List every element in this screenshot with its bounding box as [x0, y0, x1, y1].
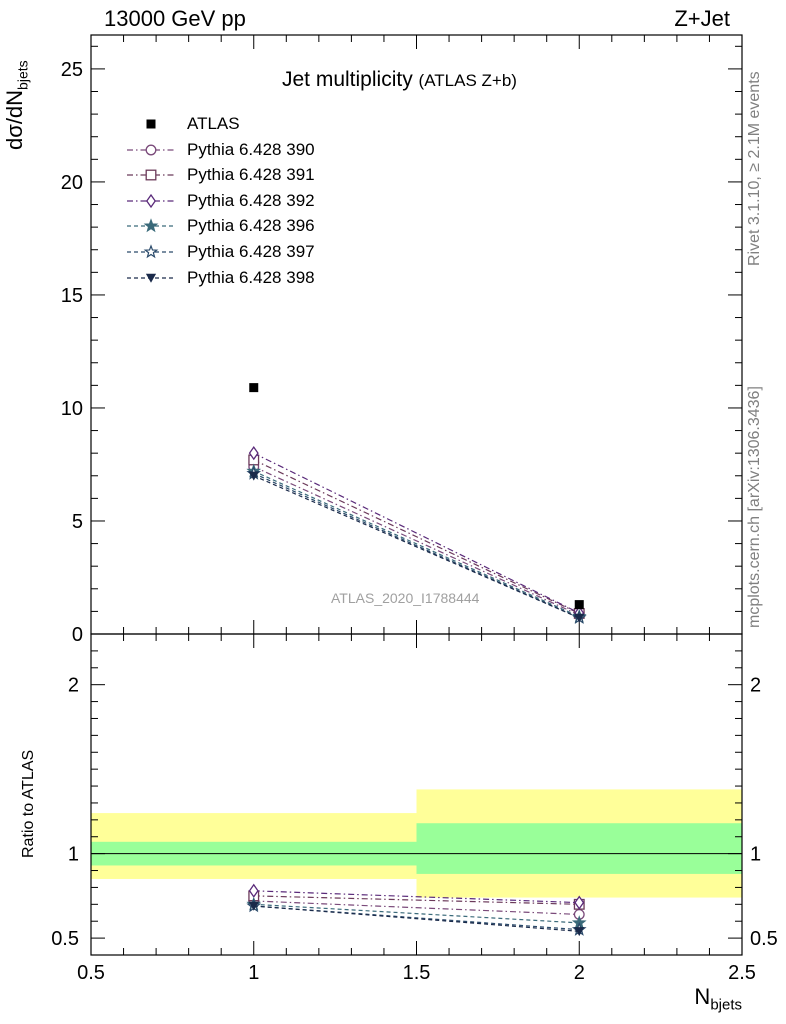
xlabel-sub: bjets [710, 996, 742, 1014]
legend-marker-shape [145, 273, 157, 283]
legend-symbol [127, 144, 174, 156]
ratio-ytick-label-right: 2 [750, 675, 761, 697]
plot-title: Jet multiplicity (ATLAS Z+b) [282, 68, 517, 92]
xtick-label: 0.5 [77, 962, 105, 984]
ratio-ytick-label: 1 [68, 844, 79, 866]
legend-label: Pythia 6.428 396 [187, 216, 315, 236]
legend-marker-shape [146, 119, 156, 129]
ratio-series-point [248, 901, 259, 911]
ratio-series-point-shape [574, 895, 585, 910]
legend-marker-shape [145, 144, 157, 156]
plot-title-sub: (ATLAS Z+b) [418, 71, 517, 90]
legend-label: Pythia 6.428 392 [187, 190, 315, 210]
legend-entry: Pythia 6.428 396 [124, 214, 364, 238]
process-label: Z+Jet [674, 6, 730, 31]
legend-marker-shape [145, 169, 157, 181]
legend-entry: Pythia 6.428 397 [124, 240, 364, 264]
legend-symbol [127, 244, 174, 259]
main-series-point [248, 471, 259, 481]
legend-symbol [127, 273, 174, 283]
ratio-series-point-shape [574, 927, 585, 937]
legend-marker-shape [143, 244, 159, 259]
main-series-line [253, 452, 580, 614]
main-series-point-shape [248, 446, 259, 461]
main-series-line [253, 459, 580, 614]
xlabel-text: N [694, 984, 711, 1009]
legend-symbol [127, 218, 174, 233]
legend-symbol [146, 119, 156, 129]
legend-entry: Pythia 6.428 392 [124, 189, 364, 213]
xtick-label: 1.5 [403, 962, 431, 984]
legend-entry: Pythia 6.428 398 [124, 266, 364, 290]
ratio-ytick-label: 2 [68, 675, 79, 697]
legend-marker-shape [143, 218, 159, 233]
main-ytick-label: 15 [61, 285, 83, 307]
ratio-series-line [253, 895, 580, 905]
main-ytick-label: 0 [72, 624, 83, 646]
legend-marker [145, 144, 157, 156]
legend-label: Pythia 6.428 391 [187, 165, 315, 185]
legend-label: Pythia 6.428 398 [187, 267, 315, 287]
legend-label: ATLAS [187, 114, 240, 133]
main-ytick-label: 25 [61, 59, 83, 81]
legend-symbol [127, 169, 174, 181]
atlas-data-point-shape [249, 383, 259, 393]
main-series-point [248, 446, 259, 461]
xlabel: Nbjets [694, 984, 742, 1014]
legend-marker [145, 273, 157, 283]
legend-entry: ATLAS [124, 112, 364, 136]
ratio-series-line [253, 890, 580, 904]
plot-title-main: Jet multiplicity [282, 68, 413, 91]
legend-marker [143, 218, 159, 233]
main-ytick-label: 20 [61, 172, 83, 194]
ratio-series-point [574, 927, 585, 937]
legend-label: Pythia 6.428 390 [187, 139, 315, 159]
legend-marker [145, 169, 157, 181]
energy-label: 13000 GeV pp [104, 6, 246, 31]
main-ytick-label: 5 [72, 511, 83, 533]
xtick-label: 2.5 [728, 962, 756, 984]
atlas-data-point [249, 383, 259, 393]
legend-marker [143, 244, 159, 259]
atlas-data-point [574, 600, 584, 610]
main-ytick-label: 10 [61, 398, 83, 420]
legend-marker [146, 119, 156, 129]
analysis-watermark: ATLAS_2020_I1788444 [331, 590, 480, 606]
atlas-data-point-shape [574, 600, 584, 610]
main-series-point-shape [574, 613, 585, 623]
ratio-series-line [253, 905, 580, 932]
legend-entry: Pythia 6.428 390 [124, 138, 364, 162]
main-series-line [253, 475, 580, 619]
ratio-band-inner [416, 823, 742, 874]
legend-label: Pythia 6.428 397 [187, 242, 315, 261]
legend-symbol [127, 193, 174, 208]
xtick-label: 2 [574, 962, 585, 984]
main-series-line [253, 466, 580, 616]
ratio-series-line [253, 903, 580, 924]
ratio-series-point [574, 895, 585, 910]
legend-marker [146, 193, 156, 208]
ratio-ytick-label: 0.5 [51, 928, 79, 950]
ratio-series-line [253, 900, 580, 916]
ratio-ytick-label-right: 0.5 [750, 928, 778, 950]
main-series-point-shape [248, 471, 259, 481]
main-series-point [574, 613, 585, 623]
ratio-series-line [253, 905, 580, 931]
ratio-series-point-shape [248, 901, 259, 911]
legend-entry: Pythia 6.428 391 [124, 163, 364, 187]
legend-marker-shape [146, 193, 156, 208]
xtick-label: 1 [248, 962, 259, 984]
ratio-ytick-label-right: 1 [750, 844, 761, 866]
main-series-line [253, 470, 580, 618]
